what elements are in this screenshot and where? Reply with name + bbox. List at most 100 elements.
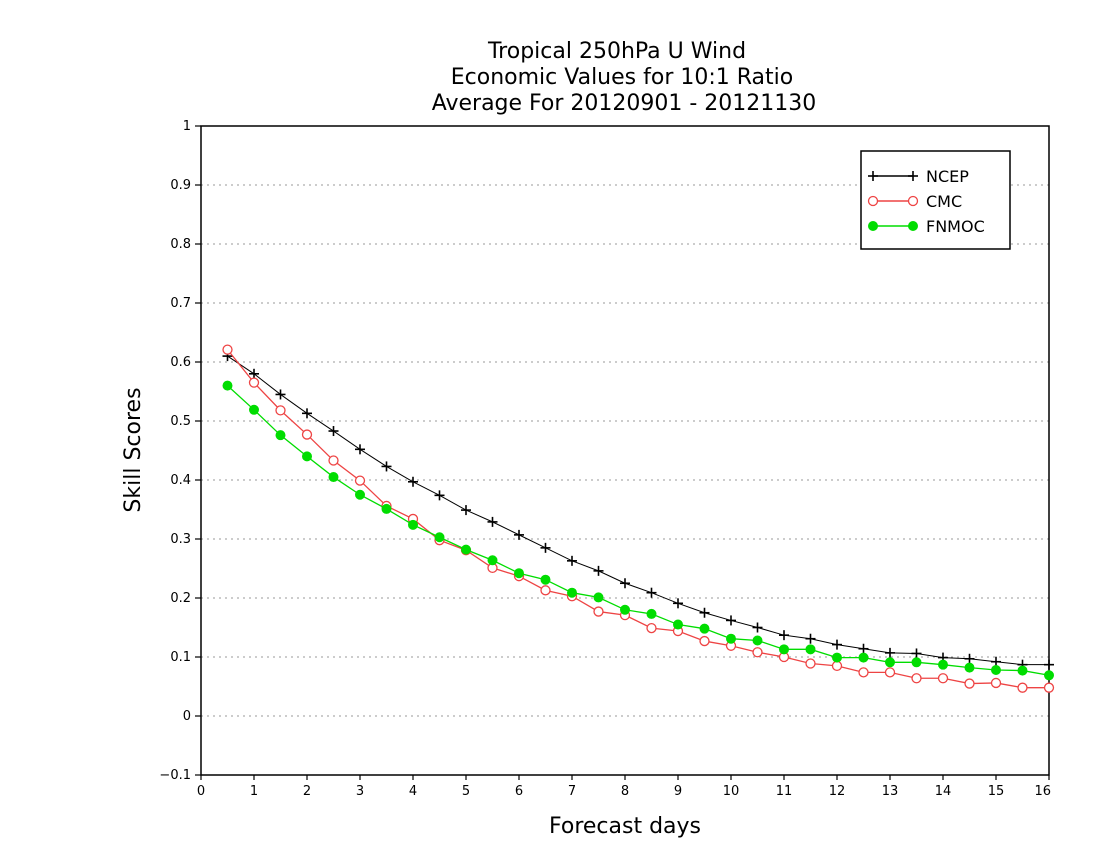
point-fnmoc: [328, 472, 339, 483]
point-fnmoc: [938, 659, 948, 670]
x-tick-label: 10: [723, 784, 740, 799]
point-fnmoc: [540, 574, 551, 585]
point-ncep: [752, 622, 763, 633]
x-tick-label: 15: [988, 784, 1005, 799]
point-ncep: [779, 630, 789, 641]
point-ncep: [726, 615, 736, 626]
point-ncep: [858, 643, 869, 654]
point-fnmoc: [302, 451, 312, 462]
point-fnmoc: [461, 544, 471, 555]
gridlines: [201, 184, 1049, 717]
point-fnmoc: [885, 657, 895, 668]
y-tick-label: 0: [183, 709, 191, 724]
legend-label-fnmoc: FNMOC: [926, 217, 985, 236]
point-ncep: [646, 587, 657, 598]
point-cmc: [354, 475, 366, 486]
legend-label-ncep: NCEP: [926, 167, 969, 186]
x-tick-label: 8: [621, 784, 629, 799]
point-fnmoc: [381, 503, 392, 514]
point-ncep: [832, 639, 842, 650]
series-cmc: [222, 344, 1055, 693]
point-ncep: [461, 505, 471, 516]
legend: NCEP CMC FNMOC: [860, 150, 1011, 250]
point-fnmoc: [752, 635, 763, 646]
point-fnmoc: [858, 652, 869, 663]
legend-item-fnmoc: FNMOC: [868, 217, 985, 236]
point-cmc: [593, 606, 604, 617]
point-ncep: [275, 389, 286, 400]
x-tick-label: 11: [776, 784, 793, 799]
y-tick-label: 1: [183, 119, 191, 134]
point-ncep: [355, 444, 365, 455]
y-tick-label: 0.9: [170, 178, 191, 193]
x-axis-label: Forecast days: [549, 814, 701, 839]
point-cmc: [990, 677, 1002, 689]
point-ncep: [408, 476, 418, 487]
legend-marker-fnmoc: [868, 221, 878, 231]
point-cmc: [699, 635, 710, 647]
x-tick-label: 6: [515, 784, 523, 799]
series-line-ncep: [227, 355, 1049, 666]
legend-item-cmc: CMC: [867, 192, 962, 211]
point-fnmoc: [673, 619, 683, 630]
legend-box: [860, 150, 1011, 250]
point-cmc: [884, 667, 896, 678]
x-tick-label: 12: [829, 784, 846, 799]
point-ncep: [381, 461, 392, 472]
point-ncep: [805, 633, 816, 644]
x-tick-label: 0: [197, 784, 205, 799]
point-ncep: [964, 653, 975, 664]
series-line-fnmoc: [227, 385, 1050, 676]
legend-marker-cmc: [867, 195, 879, 207]
point-fnmoc: [964, 662, 975, 673]
point-ncep: [673, 598, 683, 609]
point-cmc: [1017, 682, 1028, 693]
point-ncep: [434, 490, 445, 501]
point-fnmoc: [514, 568, 524, 579]
point-cmc: [831, 660, 843, 671]
point-fnmoc: [646, 608, 657, 619]
point-fnmoc: [222, 380, 233, 391]
x-tick-label: 7: [568, 784, 576, 799]
y-tick-label: 0.4: [170, 473, 191, 488]
y-axis-ticks: −0.1 0 0.1 0.2 0.3 0.4 0.5 0.6 0.7 0.8 0.9 1: [159, 119, 201, 783]
data-series: [222, 344, 1055, 693]
point-fnmoc: [434, 532, 445, 543]
series-ncep: [222, 351, 1054, 670]
point-ncep: [302, 408, 312, 419]
point-ncep: [540, 542, 551, 553]
point-fnmoc: [620, 604, 630, 615]
point-cmc: [646, 622, 657, 634]
series-fnmoc: [222, 380, 1054, 681]
y-tick-label: 0.8: [170, 237, 191, 252]
y-tick-label: 0.2: [170, 591, 191, 606]
point-ncep: [1044, 659, 1054, 670]
point-fnmoc: [593, 592, 604, 603]
point-ncep: [567, 555, 577, 566]
point-cmc: [964, 678, 975, 689]
point-fnmoc: [832, 652, 842, 663]
x-tick-label: 9: [674, 784, 682, 799]
point-fnmoc: [1017, 665, 1028, 676]
x-tick-label: 13: [882, 784, 899, 799]
point-cmc: [858, 667, 869, 678]
chart-title: Tropical 250hPa U Wind Economic Values f…: [432, 39, 817, 116]
series-line-cmc: [226, 349, 1049, 689]
point-ncep: [514, 529, 524, 540]
legend-marker-ncep: [868, 171, 878, 181]
point-fnmoc: [726, 633, 736, 644]
legend-item-ncep: NCEP: [868, 167, 969, 186]
y-axis-label: Skill Scores: [121, 387, 146, 512]
legend-label-cmc: CMC: [926, 192, 962, 211]
x-tick-label: 2: [303, 784, 311, 799]
point-fnmoc: [991, 664, 1001, 675]
point-ncep: [699, 607, 710, 618]
point-cmc: [248, 377, 260, 388]
legend-marker-ncep: [908, 171, 918, 181]
x-tick-label: 4: [409, 784, 417, 799]
y-tick-label: 0.6: [170, 355, 191, 370]
y-tick-label: −0.1: [159, 768, 191, 783]
point-ncep: [487, 516, 498, 527]
y-tick-label: 0.5: [170, 414, 191, 429]
